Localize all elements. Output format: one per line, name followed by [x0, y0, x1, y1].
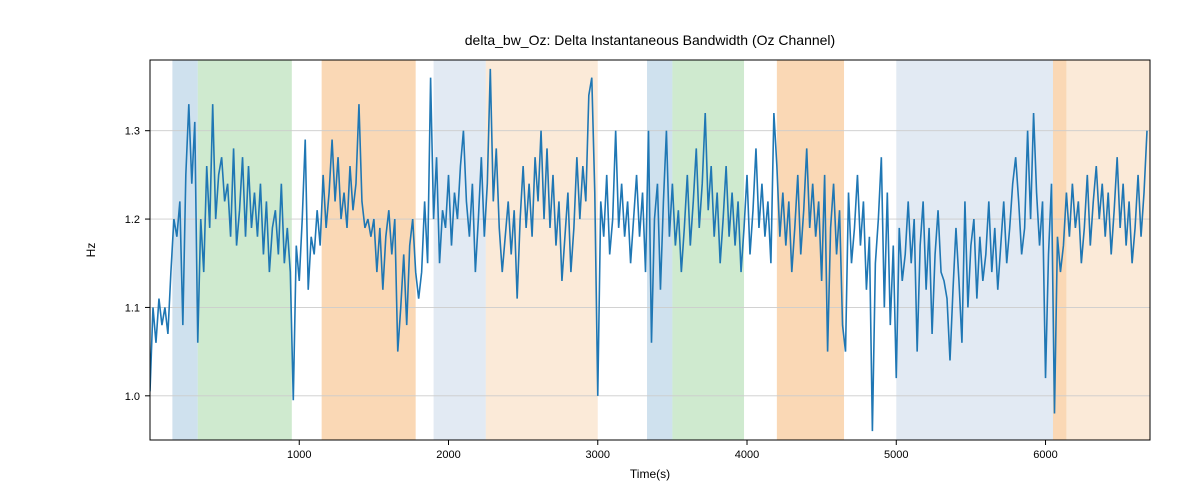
chart-container: 1000 2000 3000 4000 5000 6000 1.0 1.1 1.2 1.3 Time…: [0, 0, 1200, 500]
y-tick-label: 1.3: [125, 126, 140, 138]
region-7: [777, 60, 844, 440]
y-tick-label: 1.0: [125, 391, 140, 403]
x-tick-label: 6000: [1033, 449, 1057, 461]
x-tick-label: 4000: [735, 449, 759, 461]
region-4: [486, 60, 598, 440]
chart-title: delta_bw_Oz: Delta Instantaneous Bandwid…: [465, 32, 835, 48]
y-tick-label: 1.1: [125, 302, 140, 314]
x-tick-label: 2000: [436, 449, 460, 461]
y-axis-label: Hz: [84, 243, 98, 258]
region-2: [322, 60, 416, 440]
y-tick-label: 1.2: [125, 214, 140, 226]
chart-svg: 1000 2000 3000 4000 5000 6000 1.0 1.1 1.2 1.3 Time…: [0, 0, 1200, 500]
x-tick-label: 3000: [586, 449, 610, 461]
x-tick-label: 5000: [884, 449, 908, 461]
x-tick-label: 1000: [287, 449, 311, 461]
x-axis-label: Time(s): [630, 467, 670, 481]
region-10: [1066, 60, 1150, 440]
region-3: [434, 60, 486, 440]
